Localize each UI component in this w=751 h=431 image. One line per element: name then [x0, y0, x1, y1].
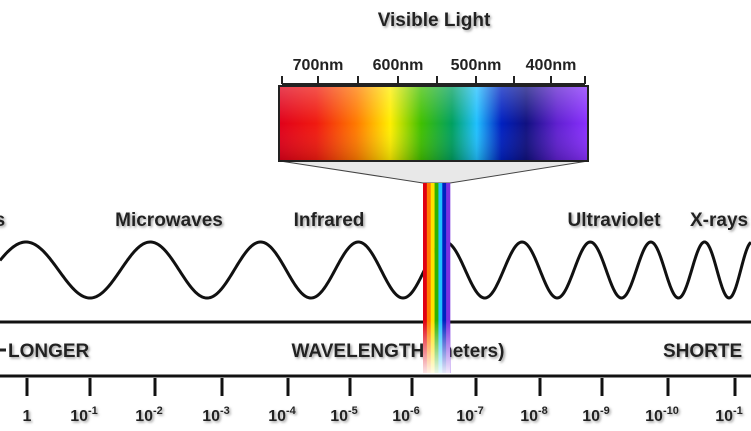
scale-label: 10-4: [268, 405, 296, 425]
scale-base: 10: [392, 408, 410, 425]
scale-exp: -1: [88, 405, 98, 417]
scale-exp: -4: [286, 405, 297, 417]
scale-base: 10: [582, 408, 600, 425]
scale-base: 10: [520, 408, 538, 425]
beam-stripe: [446, 183, 451, 373]
scale-exp: -6: [410, 405, 420, 417]
scale-base: 10: [202, 408, 220, 425]
scale-exp: -8: [538, 405, 548, 417]
scale-base: 10: [645, 408, 663, 425]
wave-label: es: [0, 210, 5, 231]
nm-ticks: [281, 76, 586, 85]
wave-label: X-rays: [690, 210, 748, 231]
nm-label: 700nm: [293, 57, 344, 74]
scale-exp: -5: [348, 405, 358, 417]
band-center: WAVELENGTH (meters): [292, 341, 505, 362]
scale-base: 10: [715, 408, 733, 425]
nm-label: 500nm: [451, 57, 502, 74]
scale-exp: -2: [153, 405, 163, 417]
band-left: LONGER: [8, 341, 90, 362]
scale-base: 1: [23, 408, 32, 425]
scale-label: 10-1: [715, 405, 743, 425]
projection: [279, 160, 589, 184]
beam-stripe: [434, 183, 439, 373]
scale-label: 10-2: [135, 405, 163, 425]
title: Visible Light: [378, 10, 491, 31]
scale-base: 10: [135, 408, 153, 425]
scale-label: 10-7: [456, 405, 484, 425]
scale-exp: -1: [733, 405, 743, 417]
beam-stripe: [426, 183, 432, 373]
scale-label: 10-10: [645, 405, 679, 425]
beam-fade: [423, 320, 450, 373]
scale-base: 10: [330, 408, 348, 425]
wave: [0, 240, 751, 300]
scale-label: 10-1: [70, 405, 98, 425]
band-right: SHORTE: [663, 341, 742, 362]
scale-label: 10-8: [520, 405, 548, 425]
beam-stripe: [442, 183, 447, 373]
beam-stripe: [438, 183, 443, 373]
scale-label: 10-3: [202, 405, 230, 425]
scale-exp: -9: [600, 405, 610, 417]
scale-base: 10: [70, 408, 88, 425]
scale: 1 10-1 10-2 10-3 10-4 10-5 10-6 10-7 10-8 10-9 10-…: [23, 378, 743, 425]
scale-label: 10-5: [330, 405, 358, 425]
visible-beam: [423, 183, 451, 373]
scale-label: 10-9: [582, 405, 610, 425]
scale-exp: -10: [663, 405, 679, 417]
wave-label: Ultraviolet: [568, 210, 662, 231]
scale-exp: -3: [220, 405, 230, 417]
scale-base: 10: [456, 408, 474, 425]
scale-label: 10-6: [392, 405, 420, 425]
wave-label: Microwaves: [115, 210, 223, 231]
beam-stripe: [430, 183, 435, 373]
beam-stripe: [423, 183, 428, 373]
scale-exp: -7: [474, 405, 484, 417]
wave-label: Infrared: [294, 210, 365, 231]
spectrum-shade: [280, 87, 587, 160]
nm-label: 600nm: [373, 57, 424, 74]
scale-label: 1: [23, 408, 32, 425]
nm-label: 400nm: [526, 57, 577, 74]
scale-base: 10: [268, 408, 286, 425]
